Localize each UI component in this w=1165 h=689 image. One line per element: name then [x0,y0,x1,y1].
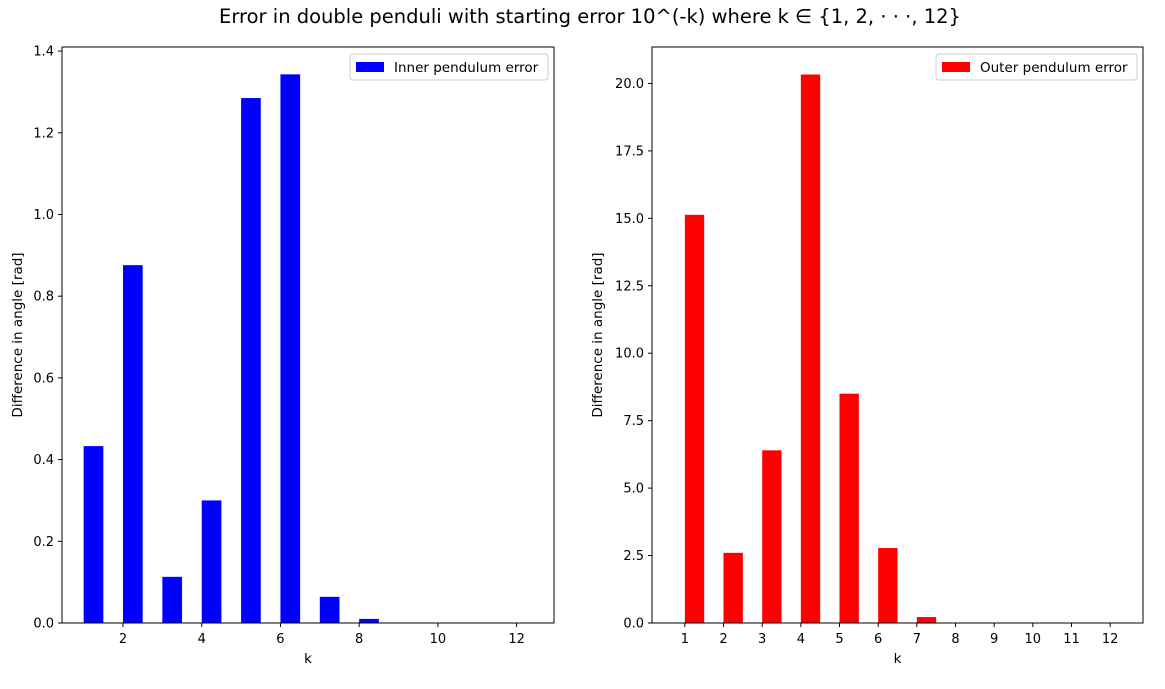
inner-legend: Inner pendulum error [349,53,549,81]
figure-title: Error in double penduli with starting er… [219,5,961,28]
outer-bar-k2 [723,552,743,623]
outer-ytick-label: 20.0 [615,77,644,92]
outer-ytick-label: 7.5 [623,414,644,429]
inner-legend-label: Inner pendulum error [394,60,539,76]
outer-xtick-label: 7 [913,632,921,647]
outer-ytick-label: 15.0 [615,212,644,227]
inner-ytick-label: 1.2 [33,126,54,141]
inner-ytick-label: 1.4 [33,45,54,60]
outer-ytick-label: 5.0 [623,482,644,497]
outer-ytick-label: 2.5 [623,549,644,564]
outer-ytick-label: 10.0 [615,347,644,362]
inner-ytick-label: 0.0 [33,617,54,632]
outer-xtick-label: 1 [681,632,689,647]
outer-xtick-label: 11 [1063,632,1080,647]
outer-xtick-label: 6 [874,632,882,647]
outer-legend: Outer pendulum error [935,53,1138,81]
inner-y-axis-label: Difference in angle [rad] [10,252,26,417]
outer-x-axis-label: k [894,651,902,667]
outer-bar-k3 [762,450,782,623]
outer-axes-frame [651,46,1144,624]
inner-xtick-label: 6 [276,632,284,647]
outer-ytick-label: 0.0 [623,617,644,632]
inner-bar-k6 [280,74,301,624]
outer-y-axis-label: Difference in angle [rad] [590,252,606,417]
outer-bar-k5 [839,393,859,623]
inner-bar-k1 [83,446,104,623]
outer-ytick-label: 12.5 [615,279,644,294]
inner-xtick-label: 2 [119,632,127,647]
outer-xtick-label: 9 [990,632,998,647]
inner-bar-k2 [123,265,143,623]
outer-bar-k4 [800,74,821,623]
outer-legend-box [935,53,1138,81]
outer-ytick-label: 17.5 [615,144,644,159]
inner-pendulum-chart: 2 4 6 8 10 12 0.0 0.2 0.4 0.6 0.8 1.0 1.2 1.4 k Differe… [10,45,555,667]
inner-bar-k4 [201,500,222,623]
outer-xtick-label: 8 [951,632,959,647]
inner-ytick-label: 0.4 [33,453,54,468]
outer-legend-label: Outer pendulum error [980,60,1128,76]
inner-axes-frame [61,46,555,624]
inner-xtick-label: 4 [198,632,206,647]
inner-xtick-label: 12 [508,632,525,647]
outer-pendulum-chart: 1 2 3 4 5 6 7 8 9 10 11 120.02.55.07.510.012.515.01… [590,46,1144,667]
outer-bar-k6 [878,548,898,623]
inner-legend-swatch [356,62,384,72]
inner-x-axis-label: k [304,651,312,667]
inner-legend-box [349,53,549,81]
outer-xtick-label: 2 [719,632,727,647]
outer-xtick-label: 3 [758,632,766,647]
inner-xtick-label: 8 [355,632,363,647]
inner-bar-k3 [162,576,183,623]
outer-bar-k7 [916,617,937,623]
outer-xtick-label: 10 [1025,632,1042,647]
inner-ytick-label: 0.2 [33,535,54,550]
outer-xtick-label: 5 [835,632,843,647]
outer-xtick-label: 4 [797,632,805,647]
inner-ytick-label: 0.6 [33,371,54,386]
inner-xtick-label: 10 [430,632,447,647]
inner-bar-k7 [319,596,340,623]
inner-bar-k8 [359,618,379,623]
outer-bar-k1 [684,214,705,623]
outer-legend-swatch [942,62,970,72]
inner-bar-k5 [241,98,261,623]
outer-xtick-label: 12 [1102,632,1119,647]
inner-ytick-label: 1.0 [33,208,54,223]
inner-ytick-label: 0.8 [33,290,54,305]
